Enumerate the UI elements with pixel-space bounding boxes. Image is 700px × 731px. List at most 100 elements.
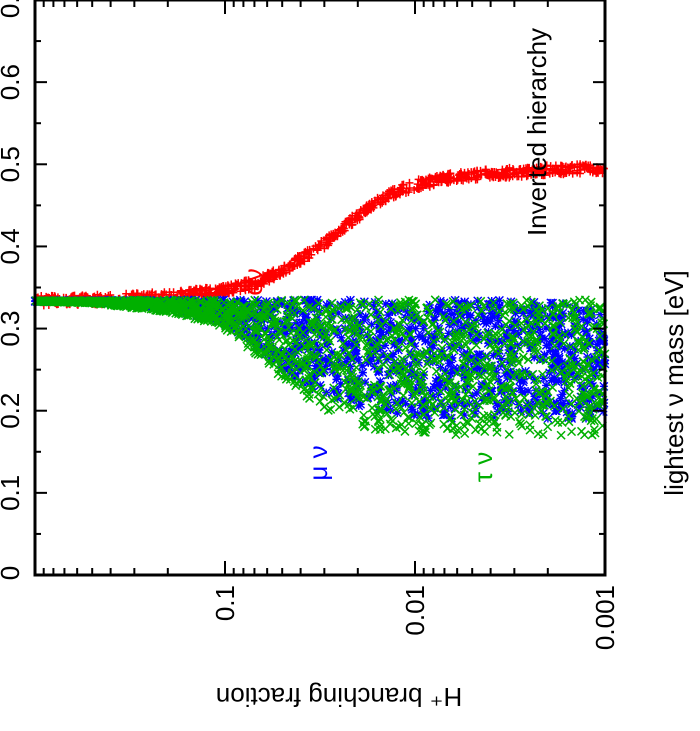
- mu-nu-point: [582, 352, 592, 362]
- e-nu-point: [365, 199, 374, 208]
- tau-nu-point: [447, 391, 457, 401]
- tau-nu-point: [561, 376, 571, 386]
- tau-nu-point: [463, 418, 473, 428]
- e-nu-point: [445, 169, 454, 178]
- tau-nu-point: [549, 401, 559, 411]
- mu-nu-point: [550, 406, 560, 416]
- mu-nu-point: [420, 336, 430, 346]
- tau-nu-point: [459, 358, 469, 368]
- tau-nu-point: [402, 374, 412, 384]
- mu-nu-point: [486, 308, 496, 318]
- mu-nu-point: [359, 315, 369, 325]
- mu-nu-point: [554, 354, 564, 364]
- mu-nu-point: [299, 323, 309, 333]
- tau-nu-point: [208, 302, 218, 312]
- tau-nu-point: [518, 352, 528, 362]
- tau-nu-point: [396, 327, 406, 337]
- tau-nu-point: [534, 301, 544, 311]
- tau-nu-point: [526, 339, 536, 349]
- mu-nu-point: [440, 383, 450, 393]
- tau-nu-point: [489, 331, 499, 341]
- tau-nu-point: [272, 332, 282, 342]
- mu-nu-point: [392, 365, 402, 375]
- tau-nu-point: [569, 297, 579, 307]
- mu-nu-point: [478, 312, 488, 322]
- e-nu-point: [384, 187, 393, 196]
- mu-nu-point: [347, 340, 357, 350]
- tau-nu-point: [473, 358, 483, 368]
- tau-nu-point: [504, 403, 514, 413]
- mu-nu-point: [541, 395, 551, 405]
- mu-nu-point: [480, 351, 490, 361]
- mu-nu-point: [531, 302, 541, 312]
- mu-nu-point: [391, 380, 401, 390]
- tau-nu-point: [553, 417, 563, 427]
- mu-nu-point: [458, 302, 468, 312]
- tau-nu-point: [556, 368, 566, 378]
- mu-nu-point: [570, 354, 580, 364]
- annotation-mu-nu: μ ν: [303, 445, 333, 480]
- e-nu-point: [472, 172, 481, 181]
- tau-nu-point: [385, 370, 395, 380]
- tau-nu-point: [496, 330, 506, 340]
- mu-nu-point: [367, 352, 377, 362]
- e-nu-point: [414, 184, 423, 193]
- tau-nu-point: [398, 391, 408, 401]
- mu-nu-point: [262, 342, 272, 352]
- tau-nu-point: [342, 365, 352, 375]
- tau-nu-point: [578, 381, 588, 391]
- tau-nu-point: [407, 304, 418, 314]
- tau-nu-point: [441, 299, 451, 309]
- tau-nu-point: [564, 390, 574, 400]
- tau-nu-point: [541, 396, 551, 406]
- mu-nu-point: [331, 374, 341, 384]
- mu-nu-point: [423, 307, 433, 317]
- mu-nu-point: [538, 389, 548, 399]
- mu-nu-point: [517, 388, 527, 398]
- tau-nu-point: [362, 341, 372, 351]
- mass-tick-label: 0.1: [210, 585, 240, 621]
- mu-nu-point: [485, 299, 495, 309]
- tau-nu-point: [373, 353, 383, 363]
- tau-nu-point: [529, 346, 539, 356]
- mu-nu-point: [322, 300, 332, 310]
- mu-nu-point: [444, 328, 454, 338]
- tau-nu-point: [497, 358, 507, 368]
- tau-nu-point: [419, 410, 429, 420]
- tau-nu-point: [510, 408, 520, 418]
- tau-nu-point: [399, 379, 409, 389]
- mu-nu-point: [294, 365, 304, 375]
- mu-nu-point: [333, 371, 343, 381]
- tau-nu-point: [526, 297, 536, 307]
- tau-nu-point: [99, 298, 109, 308]
- mass-tick-label: 0.001: [590, 585, 620, 650]
- tau-nu-point: [265, 342, 275, 352]
- tau-nu-point: [397, 354, 407, 364]
- mu-nu-point: [406, 335, 416, 345]
- mu-nu-point: [494, 316, 504, 326]
- tau-nu-point: [343, 379, 353, 389]
- mu-nu-point: [472, 388, 482, 398]
- tau-nu-point: [487, 372, 497, 382]
- tau-nu-point: [500, 384, 510, 394]
- tau-nu-point: [559, 338, 569, 349]
- mu-nu-point: [428, 341, 438, 351]
- tau-nu-point: [238, 310, 248, 320]
- mu-nu-point: [465, 330, 475, 340]
- e-nu-point: [229, 288, 238, 297]
- mu-nu-point: [556, 393, 566, 403]
- mu-nu-point: [428, 392, 438, 402]
- tau-nu-point: [78, 297, 88, 307]
- tau-nu-point: [519, 393, 529, 403]
- mu-nu-point: [436, 346, 446, 356]
- e-nu-point: [424, 181, 433, 190]
- mu-nu-point: [567, 369, 577, 378]
- mu-nu-point: [592, 402, 602, 412]
- tau-nu-point: [308, 384, 318, 394]
- mu-nu-point: [592, 345, 602, 355]
- tau-nu-point: [351, 387, 361, 397]
- mu-nu-point: [312, 342, 322, 352]
- tau-nu-point: [508, 388, 518, 399]
- tau-nu-point: [459, 404, 469, 414]
- tau-nu-point: [502, 299, 512, 309]
